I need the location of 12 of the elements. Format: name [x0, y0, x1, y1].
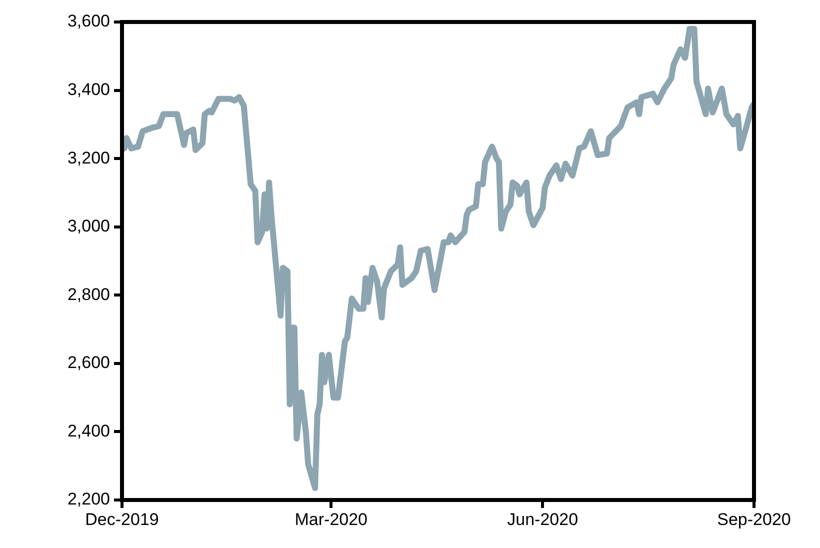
y-tick-label: 2,200	[67, 490, 110, 509]
y-tick-label: 2,600	[67, 353, 110, 372]
x-tick-label: Sep-2020	[717, 510, 791, 529]
x-tick-label: Jun-2020	[507, 510, 578, 529]
y-tick-label: 3,600	[67, 12, 110, 31]
y-tick-label: 3,400	[67, 80, 110, 99]
y-tick-label: 2,400	[67, 421, 110, 440]
x-tick-label: Dec-2019	[85, 510, 159, 529]
x-tick-label: Mar-2020	[294, 510, 368, 529]
y-tick-label: 3,200	[67, 148, 110, 168]
y-tick-label: 3,000	[67, 216, 110, 236]
y-tick-label: 2,800	[67, 284, 110, 304]
